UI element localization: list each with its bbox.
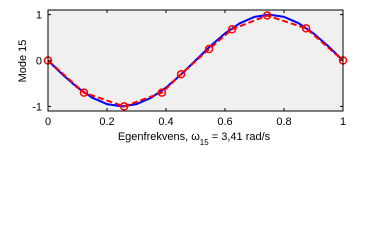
- marker: [301, 24, 311, 33]
- marker: [176, 70, 186, 79]
- marker: [262, 11, 272, 20]
- marker: [119, 102, 129, 111]
- x-tick-label: 1: [340, 116, 346, 128]
- axes-box: [47, 9, 344, 112]
- x-tick-label: 0.4: [158, 116, 173, 128]
- marker: [227, 25, 237, 34]
- x-tick-label: 0.8: [276, 116, 291, 128]
- y-tick-label: -1: [32, 101, 42, 113]
- x-axis-label: Egenfrekvens, ω15 = 3,41 rad/s: [118, 131, 271, 147]
- marker: [79, 88, 89, 97]
- x-tick-label: 0.2: [99, 116, 114, 128]
- y-tick-label: 1: [36, 10, 42, 22]
- marker: [157, 88, 167, 97]
- series-line: [47, 14, 344, 108]
- marker: [204, 44, 214, 54]
- x-tick-label: 0: [45, 116, 51, 128]
- series-line: [47, 13, 344, 108]
- y-axis-label: Mode 15: [17, 40, 29, 83]
- y-tick-label: 0: [36, 56, 42, 68]
- x-tick-label: 0.6: [217, 116, 232, 128]
- chart: Egenfrekvens, ω15 = 3,41 rad/s Mode 15 0…: [17, 9, 348, 147]
